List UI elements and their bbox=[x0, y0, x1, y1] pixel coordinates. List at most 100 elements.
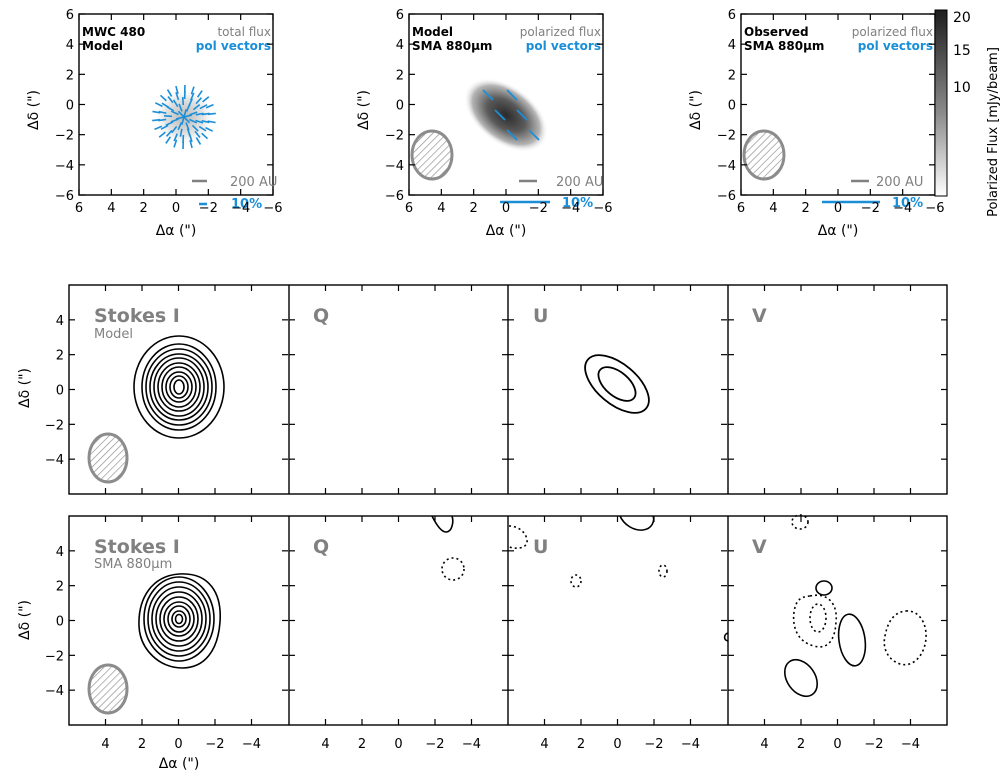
pol-vector bbox=[192, 104, 201, 111]
panel-title-line-1: MWC 480 bbox=[82, 25, 145, 39]
pol-vector bbox=[154, 102, 163, 108]
stokes-label: U bbox=[533, 536, 548, 558]
y-tick-label: −4 bbox=[385, 159, 404, 174]
x-tick-label: 4 bbox=[101, 737, 109, 752]
pol-vector bbox=[190, 92, 195, 101]
pol-vector bbox=[183, 116, 191, 124]
y-tick-label: 0 bbox=[66, 99, 74, 114]
x-tick-label: −2 bbox=[861, 201, 880, 216]
x-tick-label: −4 bbox=[462, 737, 481, 752]
y-tick-label: 0 bbox=[56, 615, 64, 630]
x-tick-label: 4 bbox=[540, 737, 548, 752]
x-tick-label: 6 bbox=[405, 201, 413, 216]
y-axis-label: Δδ (") bbox=[356, 90, 372, 130]
y-tick-label: 4 bbox=[396, 38, 404, 53]
pol-vector bbox=[205, 126, 214, 132]
pol-vector bbox=[528, 129, 540, 141]
x-tick-label: 2 bbox=[140, 201, 148, 216]
y-axis-label: Δδ (") bbox=[17, 600, 33, 640]
pol-vector bbox=[201, 119, 210, 124]
beam-ellipse bbox=[410, 129, 454, 181]
stokes-sublabel: Model bbox=[94, 327, 133, 342]
pol-vector bbox=[178, 103, 183, 112]
panel-title-line-2: SMA 880μm bbox=[744, 39, 824, 53]
legend-flux: polarized flux bbox=[852, 25, 933, 39]
y-tick-label: 4 bbox=[728, 38, 736, 53]
pol-vector bbox=[494, 109, 506, 121]
stokes-label: V bbox=[752, 536, 767, 558]
colorbar-tick-15: 15 bbox=[953, 43, 971, 59]
pol-vector bbox=[482, 89, 494, 101]
stokes-i-model-contours bbox=[133, 335, 225, 439]
scale-label-10pct: 10% bbox=[231, 197, 262, 212]
pol-vector bbox=[199, 104, 208, 110]
beam-ellipse bbox=[87, 432, 129, 484]
y-tick-label: 6 bbox=[396, 8, 404, 23]
pol-vector bbox=[188, 133, 193, 142]
pol-vector bbox=[198, 125, 207, 132]
x-axis-label: Δα (") bbox=[818, 223, 859, 239]
x-tick-label: 0 bbox=[613, 737, 621, 752]
stokes-u-model-contours bbox=[584, 354, 650, 414]
colorbar: 20 15 10 Polarized Flux [mJy/beam] bbox=[934, 9, 1001, 217]
pol-vector bbox=[165, 121, 174, 126]
y-axis-label: Δδ (") bbox=[26, 90, 42, 130]
y-tick-label: 4 bbox=[56, 314, 64, 329]
stokes-sublabel: SMA 880μm bbox=[94, 557, 172, 572]
y-tick-label: 0 bbox=[728, 99, 736, 114]
x-tick-label: −4 bbox=[561, 201, 580, 216]
pol-vector bbox=[158, 110, 167, 115]
legend-flux: total flux bbox=[217, 25, 271, 39]
pol-vector bbox=[202, 96, 210, 103]
pol-vector bbox=[173, 133, 178, 142]
scale-label-200au: 200 AU bbox=[556, 175, 603, 190]
pol-vector bbox=[177, 110, 185, 118]
y-tick-label: −6 bbox=[55, 189, 74, 204]
pol-vector bbox=[161, 102, 170, 109]
stokes-label: Stokes I bbox=[94, 305, 180, 327]
pol-vector bbox=[506, 89, 518, 101]
x-tick-label: 2 bbox=[138, 737, 146, 752]
pol-vector bbox=[195, 119, 204, 124]
x-tick-label: 2 bbox=[797, 737, 805, 752]
x-tick-label: −6 bbox=[263, 201, 282, 216]
pol-vector bbox=[195, 112, 204, 116]
y-tick-label: 0 bbox=[56, 384, 64, 399]
lower-rows-ticks: 4 2 0 −2 −4 4 2 0 −2 −4 4 2 0 −2 −4 4 2 0 −2 −4 4 2 0 −2 −4 4 2 0 −2… bbox=[45, 285, 947, 752]
x-tick-label: 4 bbox=[760, 737, 768, 752]
y-tick-label: 2 bbox=[728, 68, 736, 83]
top-panel-1: MWC 480 Model total flux pol vectors 200… bbox=[26, 13, 277, 239]
legend-vectors: pol vectors bbox=[196, 39, 271, 53]
y-axis-label: Δδ (") bbox=[17, 368, 33, 408]
pol-vector bbox=[190, 86, 195, 95]
pol-vector bbox=[506, 129, 518, 141]
pol-vector bbox=[195, 137, 202, 145]
x-tick-label: −2 bbox=[425, 737, 444, 752]
y-tick-label: −2 bbox=[45, 418, 64, 433]
x-tick-label: −4 bbox=[242, 737, 261, 752]
y-tick-label: −4 bbox=[55, 159, 74, 174]
x-tick-label: 6 bbox=[737, 201, 745, 216]
pol-vector bbox=[170, 118, 179, 123]
pol-vector bbox=[166, 89, 173, 97]
x-tick-label: −4 bbox=[893, 201, 912, 216]
pol-vector bbox=[181, 116, 185, 125]
y-tick-label: −2 bbox=[385, 129, 404, 144]
stokes-label: Stokes I bbox=[94, 536, 180, 558]
colorbar-gradient bbox=[934, 9, 948, 197]
x-tick-label: 6 bbox=[75, 201, 83, 216]
x-tick-label: 4 bbox=[107, 201, 115, 216]
stokes-label: U bbox=[533, 305, 548, 327]
x-tick-label: −2 bbox=[199, 201, 218, 216]
x-tick-label: −4 bbox=[901, 737, 920, 752]
bottom-row: Stokes I SMA 880μm Q U V Δδ (") Δα (") bbox=[17, 514, 948, 772]
pol-vector bbox=[189, 111, 198, 116]
x-axis-label: Δα (") bbox=[156, 223, 197, 239]
pol-vector bbox=[207, 112, 216, 116]
scale-label-200au: 200 AU bbox=[230, 175, 277, 190]
panel-title-line-2: SMA 880μm bbox=[412, 39, 492, 53]
pol-vector bbox=[195, 97, 203, 105]
stokes-i-observed-contours bbox=[138, 573, 221, 669]
pol-vector bbox=[207, 120, 216, 124]
y-tick-label: −4 bbox=[45, 684, 64, 699]
